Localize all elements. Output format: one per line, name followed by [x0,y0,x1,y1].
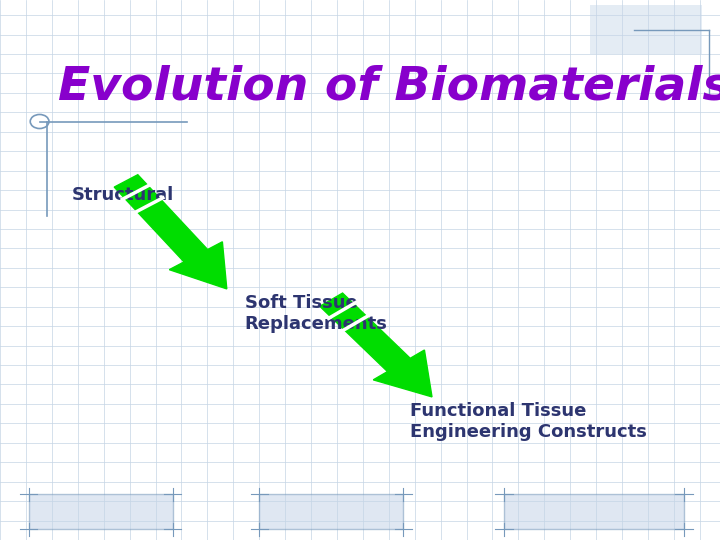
Bar [259,494,403,529]
Text: Soft Tissue
Replacements: Soft Tissue Replacements [245,294,387,333]
FancyArrow shape [114,175,227,289]
Bar [590,5,702,54]
Bar [504,494,684,529]
Bar [29,494,173,529]
Text: Evolution of Biomaterials: Evolution of Biomaterials [58,65,720,110]
FancyArrow shape [320,293,432,397]
Text: Functional Tissue
Engineering Constructs: Functional Tissue Engineering Constructs [410,402,647,441]
Text: Structural: Structural [72,186,174,204]
